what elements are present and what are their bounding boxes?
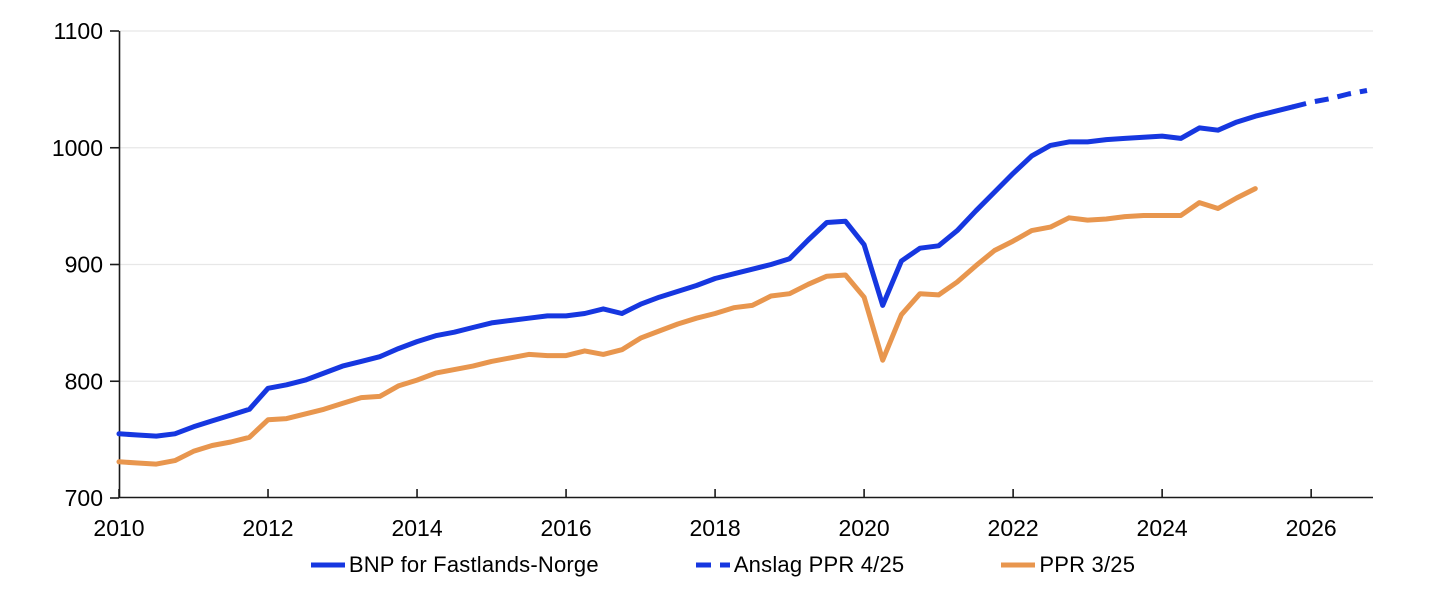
x-tick-label-2022: 2022 — [988, 515, 1039, 541]
x-tick-label-2018: 2018 — [689, 515, 740, 541]
y-tick-label-1000: 1000 — [52, 135, 103, 161]
y-tick-label-800: 800 — [65, 368, 103, 394]
series-line-0 — [116, 104, 1295, 439]
solid-blue-line-icon — [310, 562, 345, 568]
y-tick-label-900: 900 — [65, 252, 103, 278]
legend-label-bnp: BNP for Fastlands-Norge — [348, 552, 599, 577]
solid-orange-line-icon — [1001, 562, 1036, 568]
dashed-blue-line-icon — [695, 562, 730, 568]
chart-legend: BNP for Fastlands-Norge Anslag PPR 4/25 … — [0, 552, 1445, 578]
series-line-1 — [1291, 88, 1368, 110]
legend-label-anslag: Anslag PPR 4/25 — [733, 552, 905, 577]
x-tick-label-2014: 2014 — [391, 515, 442, 541]
legend-item-bnp: BNP for Fastlands-Norge — [310, 552, 599, 578]
legend-item-ppr325: PPR 3/25 — [1000, 552, 1135, 578]
x-tick-label-2010: 2010 — [93, 515, 144, 541]
y-tick-label-700: 700 — [65, 485, 103, 511]
x-tick-label-2026: 2026 — [1286, 515, 1337, 541]
x-tick-label-2016: 2016 — [540, 515, 591, 541]
legend-label-ppr325: PPR 3/25 — [1039, 552, 1136, 577]
x-tick-label-2020: 2020 — [839, 515, 890, 541]
y-tick-label-1100: 1100 — [54, 18, 103, 44]
x-tick-label-2012: 2012 — [242, 515, 293, 541]
series-line-2 — [116, 186, 1258, 467]
legend-item-anslag: Anslag PPR 4/25 — [695, 552, 905, 578]
x-tick-label-2024: 2024 — [1137, 515, 1188, 541]
